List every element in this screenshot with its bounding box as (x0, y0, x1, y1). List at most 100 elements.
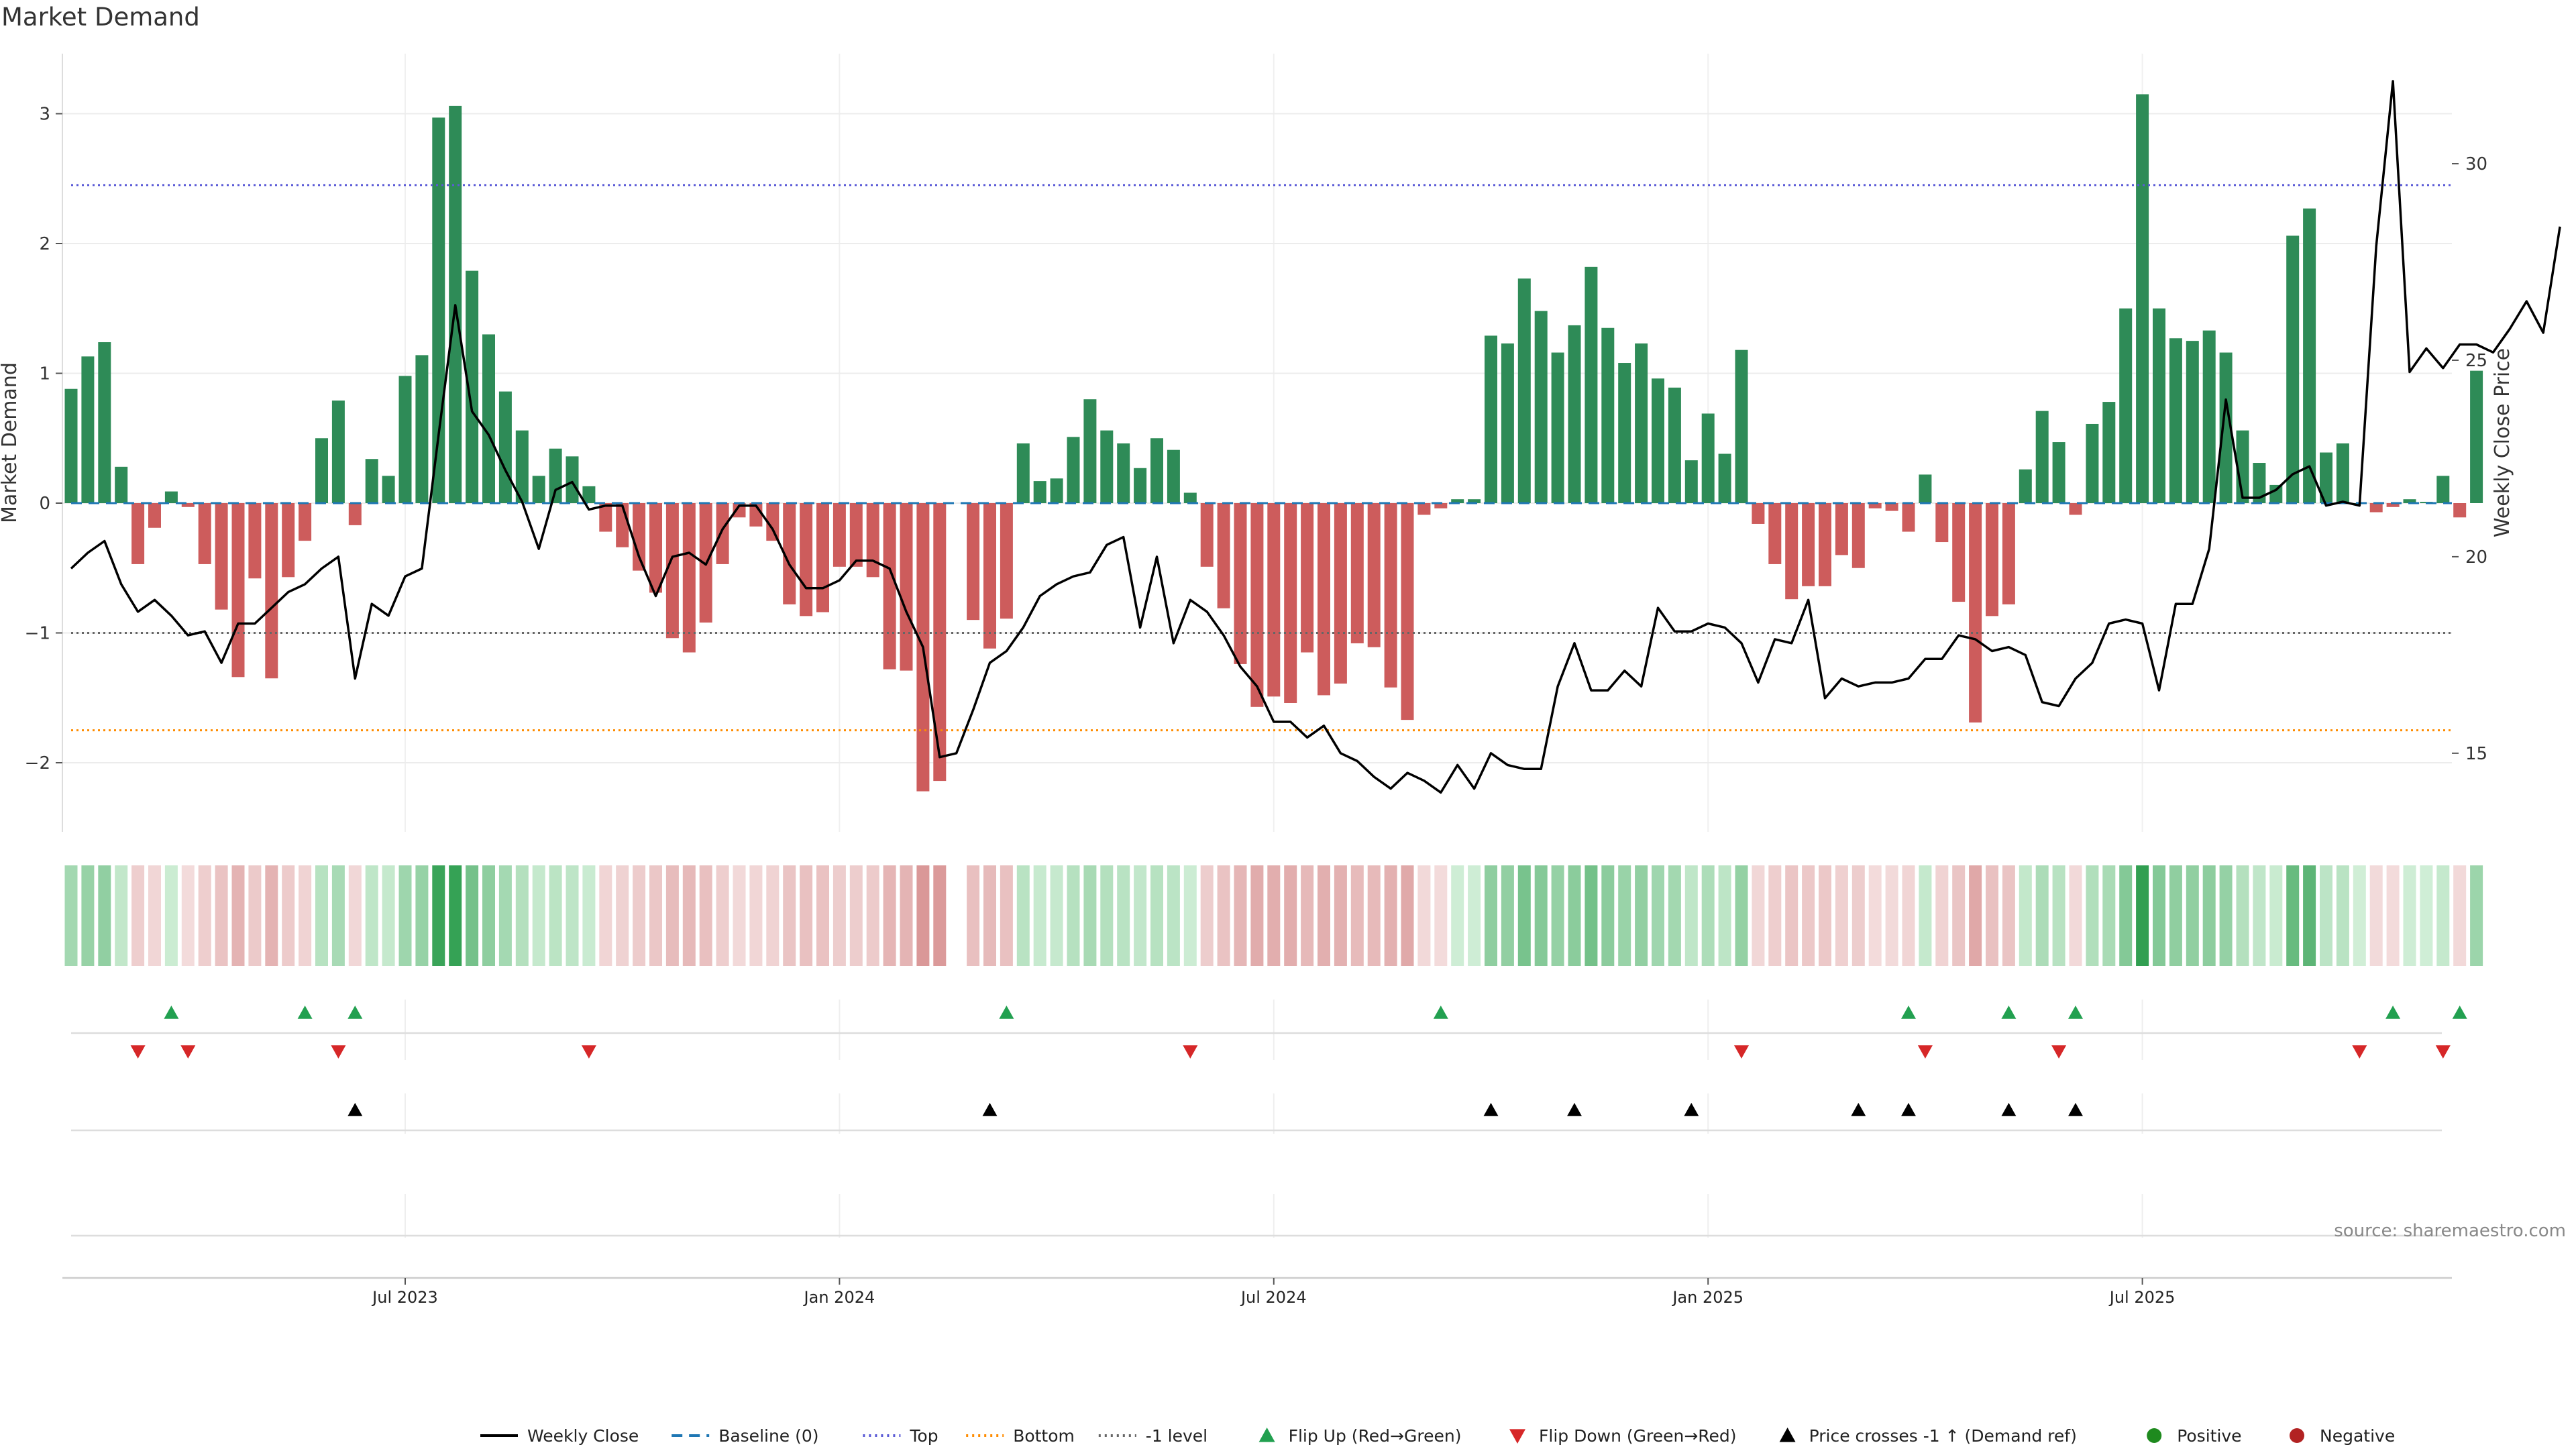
heat-cell (566, 865, 579, 966)
heat-cell (849, 865, 863, 966)
bar-negative (1284, 503, 1297, 703)
heat-cell (1217, 865, 1230, 966)
legend-label: Bottom (1013, 1426, 1075, 1446)
bar-positive (2202, 330, 2216, 503)
x-tick-label: Jul 2024 (1240, 1288, 1307, 1307)
heat-cell (1334, 865, 1347, 966)
heat-cell (299, 865, 312, 966)
flip-up-marker (297, 1006, 313, 1019)
flip-down-marker (581, 1045, 596, 1059)
bar-negative (599, 503, 612, 532)
legend-item: Flip Up (Red→Green) (1258, 1426, 1461, 1446)
bar-positive (1083, 399, 1097, 503)
bar-negative (1401, 503, 1414, 720)
heat-cell (1301, 865, 1314, 966)
bar-negative (967, 503, 980, 621)
heat-cell (231, 865, 245, 966)
flip-down-marker (2352, 1045, 2367, 1059)
bar-negative (1902, 503, 1915, 532)
heat-cell (1016, 865, 1030, 966)
heat-cell (449, 865, 462, 966)
heat-cell (883, 865, 896, 966)
bar-positive (2052, 442, 2065, 503)
bar-negative (2386, 503, 2400, 507)
bar-positive (1100, 430, 1114, 503)
bar-positive (1618, 363, 1631, 503)
heat-cell (1485, 865, 1497, 966)
legend-item: Positive (2147, 1426, 2242, 1446)
heat-cell (2286, 865, 2300, 966)
heat-cell (131, 865, 145, 966)
heat-cell (64, 865, 78, 966)
heat-cell (282, 865, 295, 966)
x-tick-label: Jul 2023 (371, 1288, 438, 1307)
bar-positive (482, 334, 495, 503)
bar-positive (1919, 474, 1932, 503)
legend-swatch (1509, 1429, 1525, 1444)
bar-positive (432, 117, 445, 503)
heat-cell (2086, 865, 2099, 966)
y-axis-label: Market Demand (0, 362, 21, 523)
bar-positive (2403, 499, 2416, 503)
bar-positive (2269, 484, 2283, 503)
heat-cell (649, 865, 662, 966)
legend-item: -1 level (1098, 1426, 1208, 1446)
y2-tick-label: 20 (2465, 547, 2487, 568)
bar-positive (1534, 311, 1548, 503)
bar-positive (532, 476, 545, 503)
bar-negative (2069, 503, 2082, 515)
bar-negative (866, 503, 879, 578)
bar-positive (1451, 499, 1464, 503)
heat-cell (2403, 865, 2416, 966)
heat-cell (265, 865, 278, 966)
bar-negative (933, 503, 947, 782)
bar-negative (2369, 503, 2383, 513)
bar-positive (1485, 335, 1497, 503)
bar-positive (2186, 341, 2199, 503)
bar-negative (883, 503, 896, 669)
bar-positive (1167, 449, 1180, 503)
heat-cell (331, 865, 345, 966)
heat-cell (1735, 865, 1748, 966)
y-tick-label: 3 (39, 105, 50, 125)
bar-positive (466, 270, 479, 503)
flip-up-marker (1433, 1006, 1448, 1019)
heat-cell (1083, 865, 1097, 966)
bar-positive (2153, 308, 2165, 503)
heat-cell (1601, 865, 1615, 966)
legend-item: Flip Down (Green→Red) (1509, 1426, 1737, 1446)
heat-cell (1868, 865, 1882, 966)
heat-cell (198, 865, 211, 966)
legend-label: Positive (2177, 1426, 2241, 1446)
heat-cell (1785, 865, 1799, 966)
heat-cell (2386, 865, 2400, 966)
heat-cell (2453, 865, 2467, 966)
heat-cell (1367, 865, 1381, 966)
legend-swatch (2290, 1428, 2304, 1443)
bar-positive (315, 438, 328, 503)
legend: Weekly Close Baseline (0) Top Bottom -1 leve… (480, 1426, 2395, 1446)
heat-cell (1534, 865, 1548, 966)
heat-cell (115, 865, 128, 966)
heat-cell (1585, 865, 1598, 966)
y2-axis-label: Weekly Close Price (2491, 348, 2514, 537)
price-cross-marker (1851, 1103, 1866, 1116)
bar-positive (1568, 325, 1581, 503)
heat-cell (1768, 865, 1782, 966)
flip-down-marker (2051, 1045, 2067, 1059)
bar-negative (1334, 503, 1347, 684)
heat-cell (1618, 865, 1631, 966)
bar-positive (1684, 460, 1698, 503)
bar-negative (1851, 503, 1865, 568)
heat-cell (733, 865, 746, 966)
bar-positive (1585, 266, 1598, 503)
x-tick-label: Jan 2024 (803, 1288, 875, 1307)
heat-cell (2052, 865, 2065, 966)
heat-cell (633, 865, 646, 966)
legend-swatch (1779, 1428, 1796, 1442)
bar-negative (1350, 503, 1364, 643)
flip-down-marker (130, 1045, 146, 1059)
flip-down-marker (1734, 1045, 1749, 1059)
bar-positive (398, 376, 412, 503)
